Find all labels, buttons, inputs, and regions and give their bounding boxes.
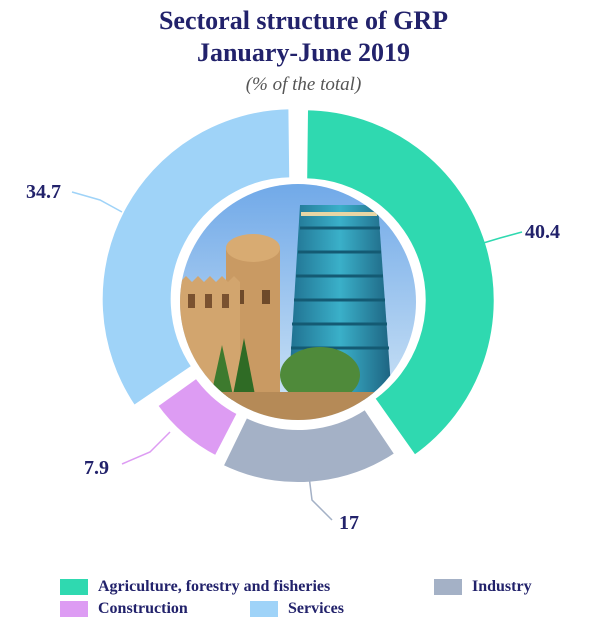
legend-item-industry: Industry (434, 578, 532, 596)
leader-line-agriculture (479, 231, 523, 245)
data-label-agriculture: 40.4 (525, 221, 560, 243)
legend-swatch (60, 579, 88, 595)
legend-label: Industry (472, 578, 532, 595)
legend-item-agriculture: Agriculture, forestry and fisheries (60, 578, 330, 596)
legend-swatch (60, 601, 88, 617)
chart-title: Sectoral structure of GRP (158, 6, 449, 35)
slice-industry (218, 404, 400, 486)
legend-swatch (250, 601, 278, 617)
slice-agriculture (303, 106, 498, 460)
legend-label: Services (288, 600, 344, 617)
chart-title-period: January-June 2019 (196, 38, 411, 67)
donut-chart (71, 105, 523, 521)
leader-line-services (71, 191, 123, 213)
data-label-construction: 7.9 (84, 457, 109, 479)
legend-item-construction: Construction (60, 600, 188, 618)
data-label-services: 34.7 (26, 181, 61, 203)
leader-line-construction (121, 431, 171, 465)
center-photo (180, 184, 416, 420)
data-label-industry: 17 (339, 512, 359, 534)
leader-line-industry (306, 459, 333, 521)
legend-label: Agriculture, forestry and fisheries (98, 578, 331, 595)
legend-item-services: Services (250, 600, 344, 618)
legend-swatch (434, 579, 462, 595)
slice-services (98, 105, 294, 411)
slice-construction (153, 373, 242, 461)
chart-subtitle: (% of the total) (245, 74, 362, 95)
legend-label: Construction (98, 600, 188, 617)
